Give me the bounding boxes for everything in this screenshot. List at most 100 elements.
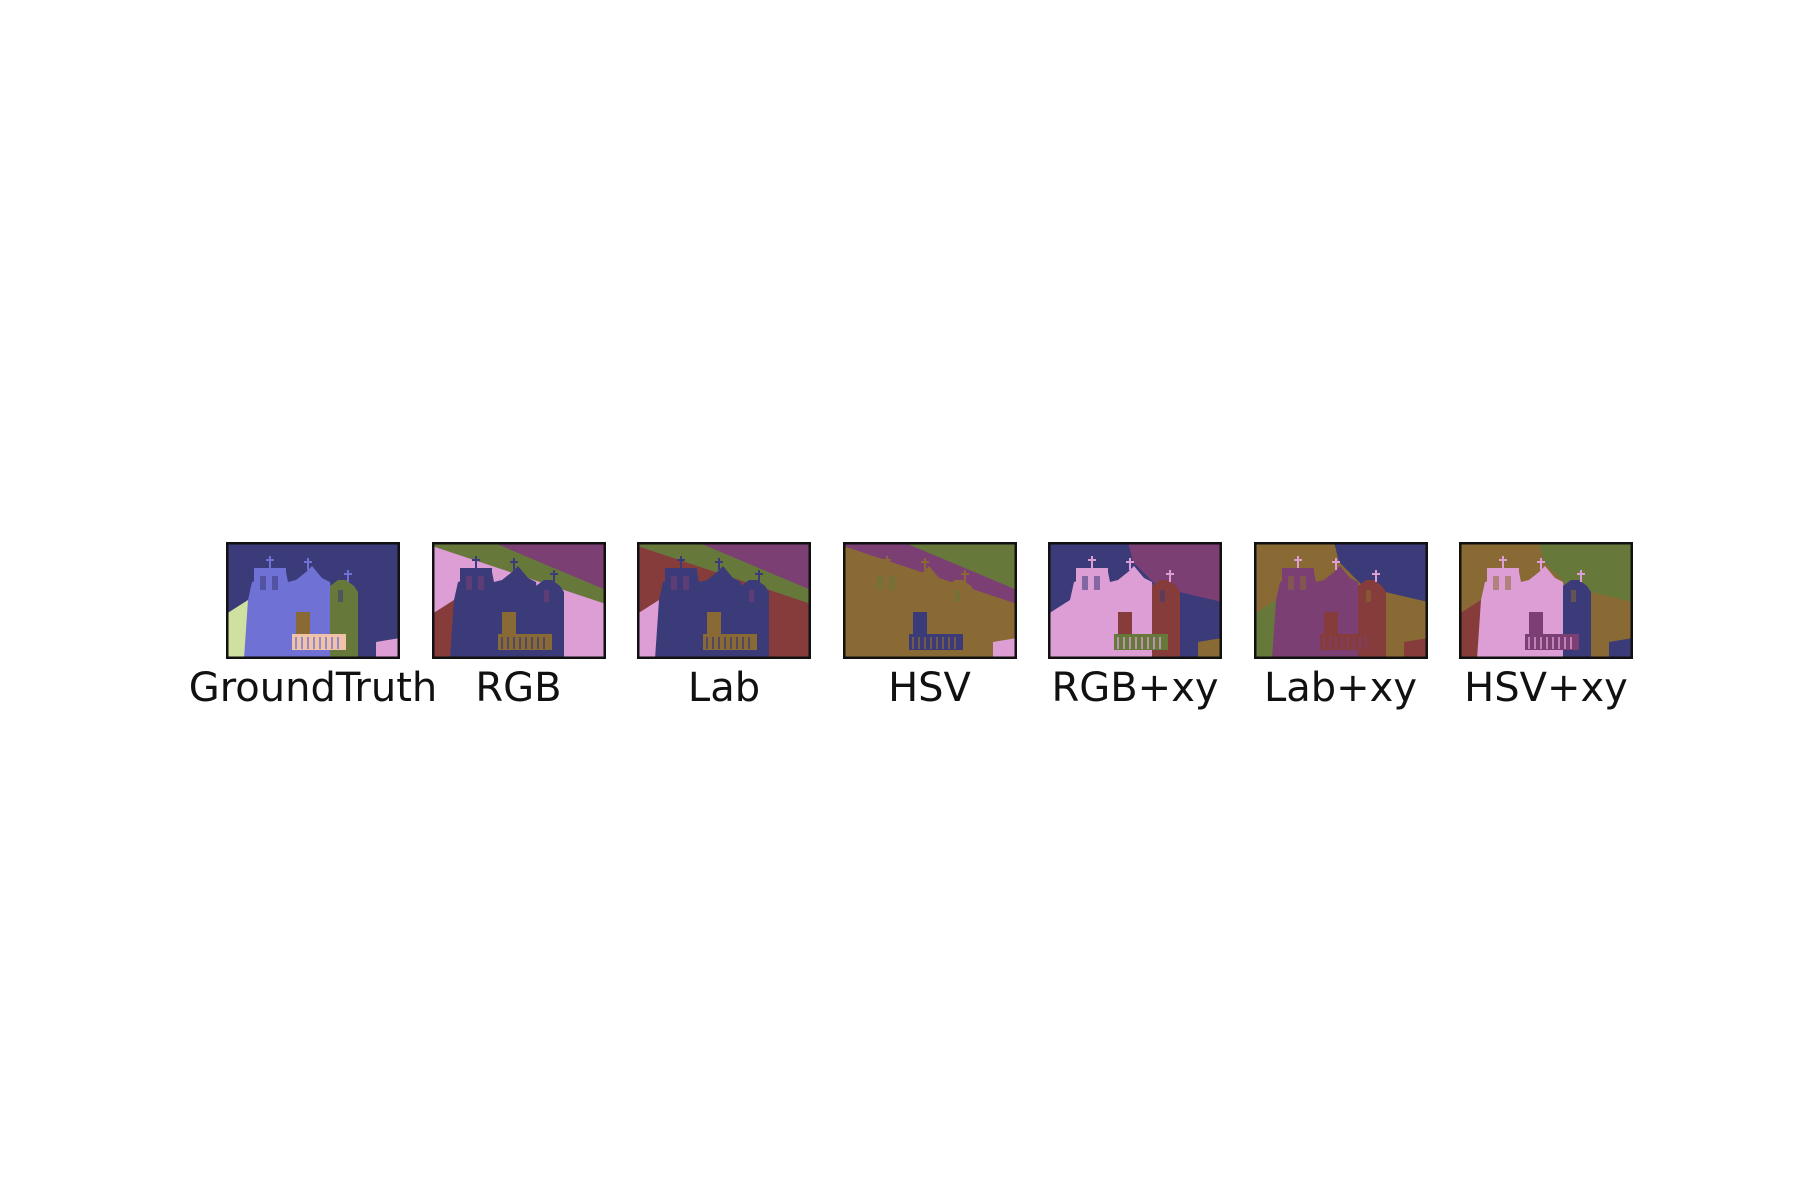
cross-mark (344, 573, 352, 575)
balcony-rail (1123, 637, 1125, 649)
balcony-rail (923, 637, 926, 649)
panel-frame (1459, 542, 1633, 659)
right-ground-region (1609, 638, 1633, 659)
balcony-rail (1540, 637, 1542, 649)
segmentation-panel-lab-plus-xy (1253, 542, 1428, 659)
window-region (1287, 576, 1294, 590)
window-region (1160, 590, 1165, 602)
cross-mark (1296, 556, 1299, 568)
balcony-rail (295, 637, 297, 649)
cross-mark (509, 561, 518, 563)
balcony-rail (1552, 637, 1554, 649)
balcony-rail (748, 637, 750, 649)
cross-mark (1580, 570, 1582, 582)
cross-mark (1126, 561, 1134, 563)
sky-right-region (1539, 542, 1633, 602)
cross-mark (963, 570, 966, 582)
balcony-rail (1322, 637, 1325, 649)
cross-mark (1088, 559, 1096, 561)
balcony-rail (1528, 637, 1530, 649)
cross-mark (1169, 570, 1171, 582)
balcony-rail (1534, 637, 1536, 649)
balcony-rail (706, 637, 708, 649)
cross-mark (1577, 573, 1585, 575)
window-region (1365, 590, 1371, 602)
left-tower-region (254, 568, 286, 659)
cross-mark (1293, 559, 1302, 561)
balcony-rail (1147, 637, 1149, 649)
right-ground-region (376, 638, 400, 659)
balcony-rail (941, 637, 944, 649)
balcony-rail (518, 637, 521, 649)
balcony-rail (301, 637, 303, 649)
balcony-rail (331, 637, 333, 649)
left-tower-region (1076, 568, 1108, 659)
right-ground-region (992, 638, 1017, 659)
panel-frame (1048, 542, 1222, 659)
window-region (1571, 590, 1576, 602)
sky-right-region (1128, 542, 1222, 602)
cross-mark (923, 558, 926, 570)
cross-mark (960, 573, 969, 575)
cross-mark (1371, 573, 1380, 575)
window-region (272, 576, 278, 590)
panel-caption: Lab (687, 665, 761, 711)
cross-mark (920, 561, 929, 563)
window-region (1493, 576, 1499, 590)
left-tower-region (870, 568, 903, 659)
balcony-rail (1340, 637, 1343, 649)
cross-mark (885, 556, 888, 568)
cross-mark (266, 559, 274, 561)
panel-caption: HSV+xy (1464, 665, 1628, 711)
balcony-rail (1364, 637, 1367, 649)
panel-frame (1253, 542, 1428, 659)
segmentation-panel-rgb-plus-xy (1048, 542, 1222, 659)
sky-right-region (1333, 542, 1428, 602)
cross-mark (304, 561, 312, 563)
panel-frame (226, 542, 400, 659)
balcony-rail (325, 637, 327, 649)
balcony-rail (1358, 637, 1361, 649)
window-region (260, 576, 266, 590)
cross-mark (471, 559, 480, 561)
window-region (749, 590, 754, 602)
segmentation-panel-hsv-plus-xy (1459, 542, 1633, 659)
window-region (683, 576, 689, 590)
left-tower-region (1281, 568, 1314, 659)
cross-mark (758, 570, 760, 582)
window-region (465, 576, 472, 590)
cross-mark (474, 556, 477, 568)
left-tower-region (1487, 568, 1519, 659)
balcony-rail (1141, 637, 1143, 649)
balcony-rail (506, 637, 509, 649)
cross-mark (882, 559, 891, 561)
balcony-rail (712, 637, 714, 649)
panel-caption: Lab+xy (1263, 665, 1418, 711)
cross-mark (718, 558, 720, 570)
balcony-rail (718, 637, 720, 649)
balcony-rail (530, 637, 533, 649)
balcony-rail (1153, 637, 1155, 649)
window-region (888, 576, 895, 590)
cross-mark (1374, 570, 1377, 582)
balcony-rail (1546, 637, 1548, 649)
balcony-rail (313, 637, 315, 649)
window-region (477, 576, 484, 590)
panel-frame (431, 542, 606, 659)
balcony-rail (1558, 637, 1560, 649)
balcony-rail (1346, 637, 1349, 649)
right-ground-region (1198, 638, 1222, 659)
balcony-rail (730, 637, 732, 649)
balcony-rail (1328, 637, 1331, 649)
window-region (1082, 576, 1088, 590)
cross-mark (1502, 556, 1504, 568)
balcony-rail (500, 637, 503, 649)
cross-mark (307, 558, 309, 570)
cross-mark (1331, 561, 1340, 563)
balcony-rail (929, 637, 932, 649)
balcony-rail (1570, 637, 1572, 649)
balcony-rail (1159, 637, 1161, 649)
window-region (954, 590, 960, 602)
balcony-rail (524, 637, 527, 649)
